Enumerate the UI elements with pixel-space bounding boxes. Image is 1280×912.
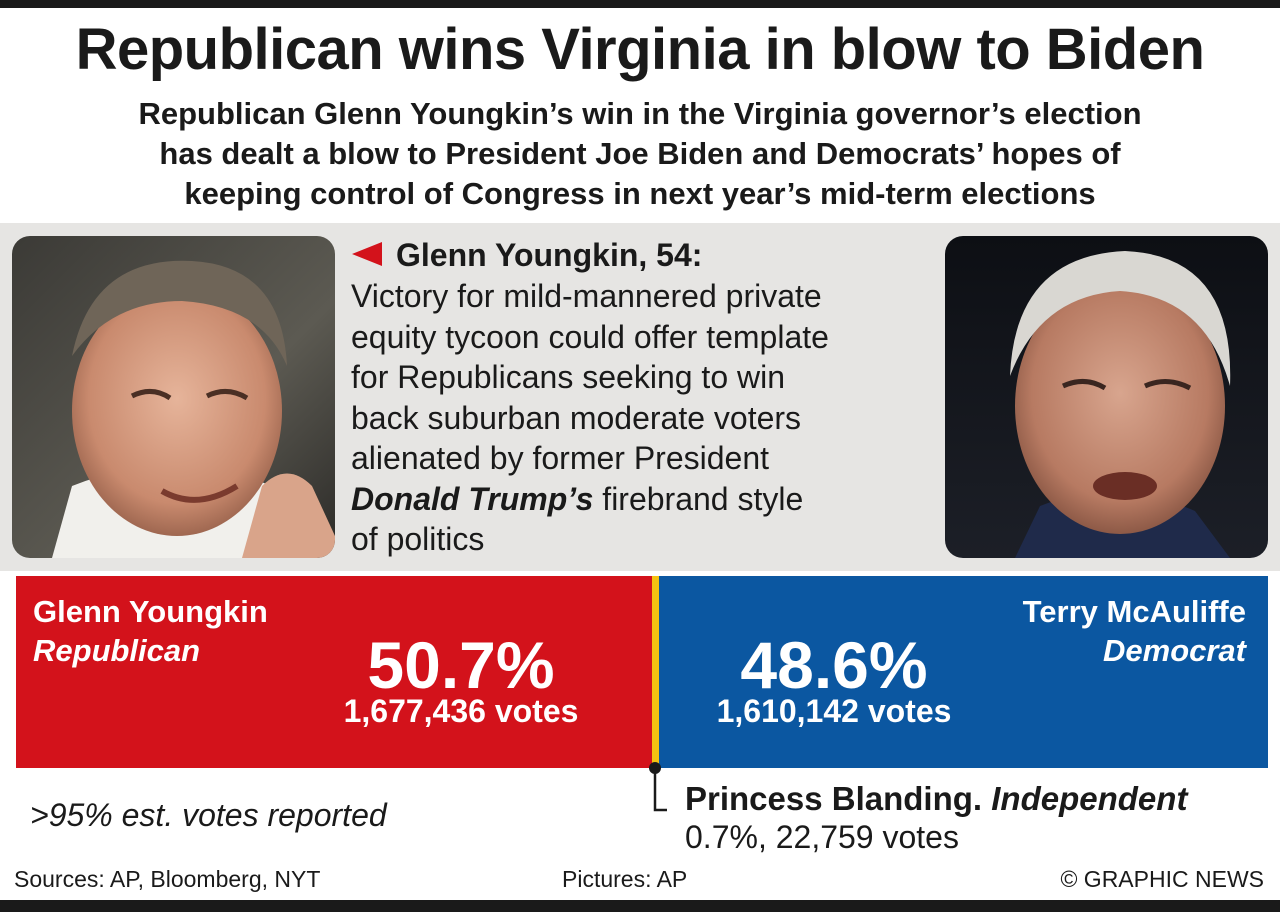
independent-label: Princess Blanding. Independent bbox=[685, 780, 1187, 818]
top-rule bbox=[0, 0, 1280, 8]
independent-connector bbox=[649, 762, 667, 812]
pointer-icon bbox=[352, 242, 382, 266]
standfirst: Republican Glenn Youngkin’s win in the V… bbox=[30, 94, 1250, 214]
profile-line: Victory for mild-mannered private bbox=[351, 278, 822, 314]
mcauliffe-photo bbox=[945, 236, 1268, 558]
profile-line: Donald Trump’s firebrand style bbox=[351, 479, 911, 520]
votes-label-republican: 1,677,436 votes bbox=[343, 693, 579, 729]
youngkin-photo bbox=[12, 236, 335, 558]
bar-democrat: Terry McAuliffe Democrat 48.6% 1,610,142… bbox=[659, 576, 1268, 768]
standfirst-line: keeping control of Congress in next year… bbox=[184, 176, 1096, 211]
pct-label-republican: 50.7% bbox=[367, 628, 555, 702]
votes-reported-note: >95% est. votes reported bbox=[30, 797, 387, 833]
bar-divider bbox=[652, 576, 659, 768]
candidate-party-republican: Republican bbox=[33, 633, 201, 668]
standfirst-line: has dealt a blow to President Joe Biden … bbox=[159, 136, 1121, 171]
candidate-name-democrat: Terry McAuliffe bbox=[1022, 594, 1246, 629]
independent-name: Princess Blanding. bbox=[685, 780, 983, 817]
independent-votes: 0.7%, 22,759 votes bbox=[685, 819, 959, 855]
profile-text: Victory for mild-mannered private equity… bbox=[351, 276, 911, 560]
profile-heading: Glenn Youngkin, 54: bbox=[396, 237, 703, 273]
sources-credit: Sources: AP, Bloomberg, NYT bbox=[14, 866, 321, 892]
bar-republican: Glenn Youngkin Republican 50.7% 1,677,43… bbox=[16, 576, 652, 768]
votes-label-democrat: 1,610,142 votes bbox=[716, 693, 952, 729]
standfirst-line: Republican Glenn Youngkin’s win in the V… bbox=[138, 96, 1142, 131]
pct-label-democrat: 48.6% bbox=[740, 628, 928, 702]
profile-line: for Republicans seeking to win bbox=[351, 359, 786, 395]
profile-line: of politics bbox=[351, 521, 485, 557]
independent-party: Independent bbox=[991, 780, 1188, 817]
candidate-party-democrat: Democrat bbox=[1103, 633, 1246, 668]
trump-emphasis: Donald Trump’s bbox=[351, 480, 594, 517]
headline: Republican wins Virginia in blow to Bide… bbox=[75, 17, 1205, 82]
profile-line-rest: firebrand style bbox=[593, 480, 804, 517]
profile-line: alienated by former President bbox=[351, 440, 769, 476]
candidate-name-republican: Glenn Youngkin bbox=[33, 594, 268, 629]
bottom-rule bbox=[0, 900, 1280, 912]
pictures-credit: Pictures: AP bbox=[562, 866, 688, 892]
copyright-credit: © GRAPHIC NEWS bbox=[1060, 866, 1264, 892]
profile-line: equity tycoon could offer template bbox=[351, 318, 829, 355]
profile-line: back suburban moderate voters bbox=[351, 399, 802, 436]
